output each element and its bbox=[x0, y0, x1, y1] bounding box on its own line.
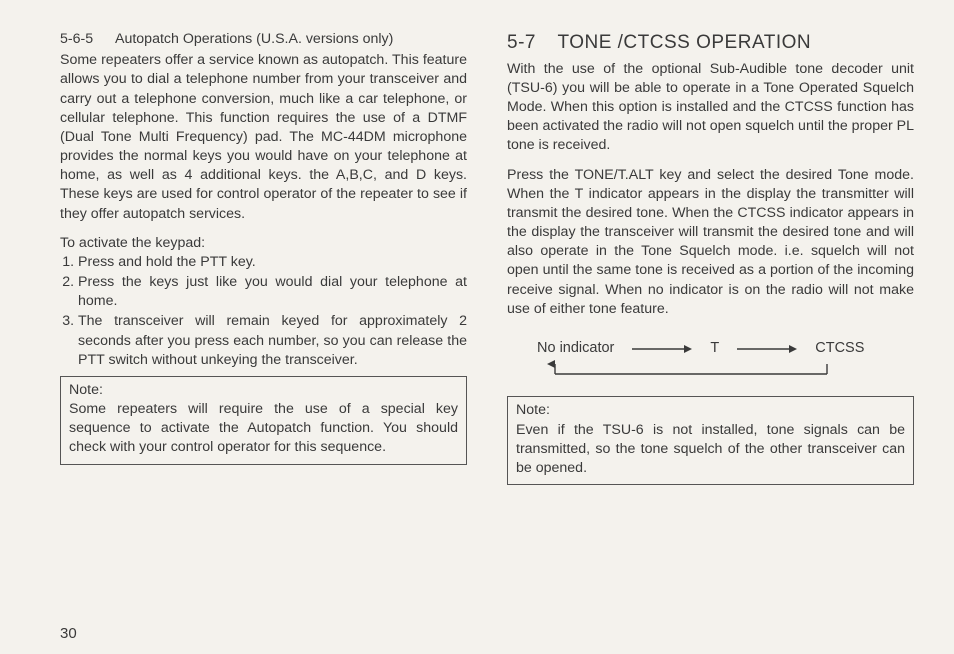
page-number: 30 bbox=[60, 625, 77, 642]
list-item: Press and hold the PTT key. bbox=[78, 253, 467, 272]
ordered-list: Press and hold the PTT key. Press the ke… bbox=[60, 253, 467, 370]
note-body: Some repeaters will require the use of a… bbox=[69, 401, 458, 455]
paragraph: With the use of the optional Sub-Audible… bbox=[507, 60, 914, 156]
section-number: 5-6-5 bbox=[60, 30, 115, 49]
arrow-return-icon bbox=[547, 360, 914, 378]
note-body: Even if the TSU-6 is not installed, tone… bbox=[516, 422, 905, 476]
arrow-right-icon bbox=[632, 343, 692, 355]
diagram-label: No indicator bbox=[537, 339, 614, 359]
section-number: 5-7 bbox=[507, 30, 552, 56]
section-title: Autopatch Operations (U.S.A. versions on… bbox=[115, 30, 467, 49]
note-box: Note: Even if the TSU-6 is not installed… bbox=[507, 396, 914, 485]
note-label: Note: bbox=[69, 381, 458, 400]
list-item: The transceiver will remain keyed for ap… bbox=[78, 312, 467, 370]
section-heading-left: 5-6-5 Autopatch Operations (U.S.A. versi… bbox=[60, 30, 467, 49]
diagram-label: CTCSS bbox=[815, 339, 864, 359]
section-heading-right: 5-7 TONE /CTCSS OPERATION bbox=[507, 30, 914, 56]
note-label: Note: bbox=[516, 401, 905, 420]
tone-cycle-diagram: No indicator T CTCSS bbox=[507, 339, 914, 379]
list-item: Press the keys just like you would dial … bbox=[78, 273, 467, 311]
paragraph: Press the TONE/T.ALT key and select the … bbox=[507, 166, 914, 319]
section-title: TONE /CTCSS OPERATION bbox=[557, 32, 811, 53]
list-intro: To activate the keypad: bbox=[60, 234, 467, 253]
note-box: Note: Some repeaters will require the us… bbox=[60, 376, 467, 465]
arrow-right-icon bbox=[737, 343, 797, 355]
paragraph: Some repeaters offer a service known as … bbox=[60, 51, 467, 224]
diagram-label: T bbox=[710, 339, 719, 359]
